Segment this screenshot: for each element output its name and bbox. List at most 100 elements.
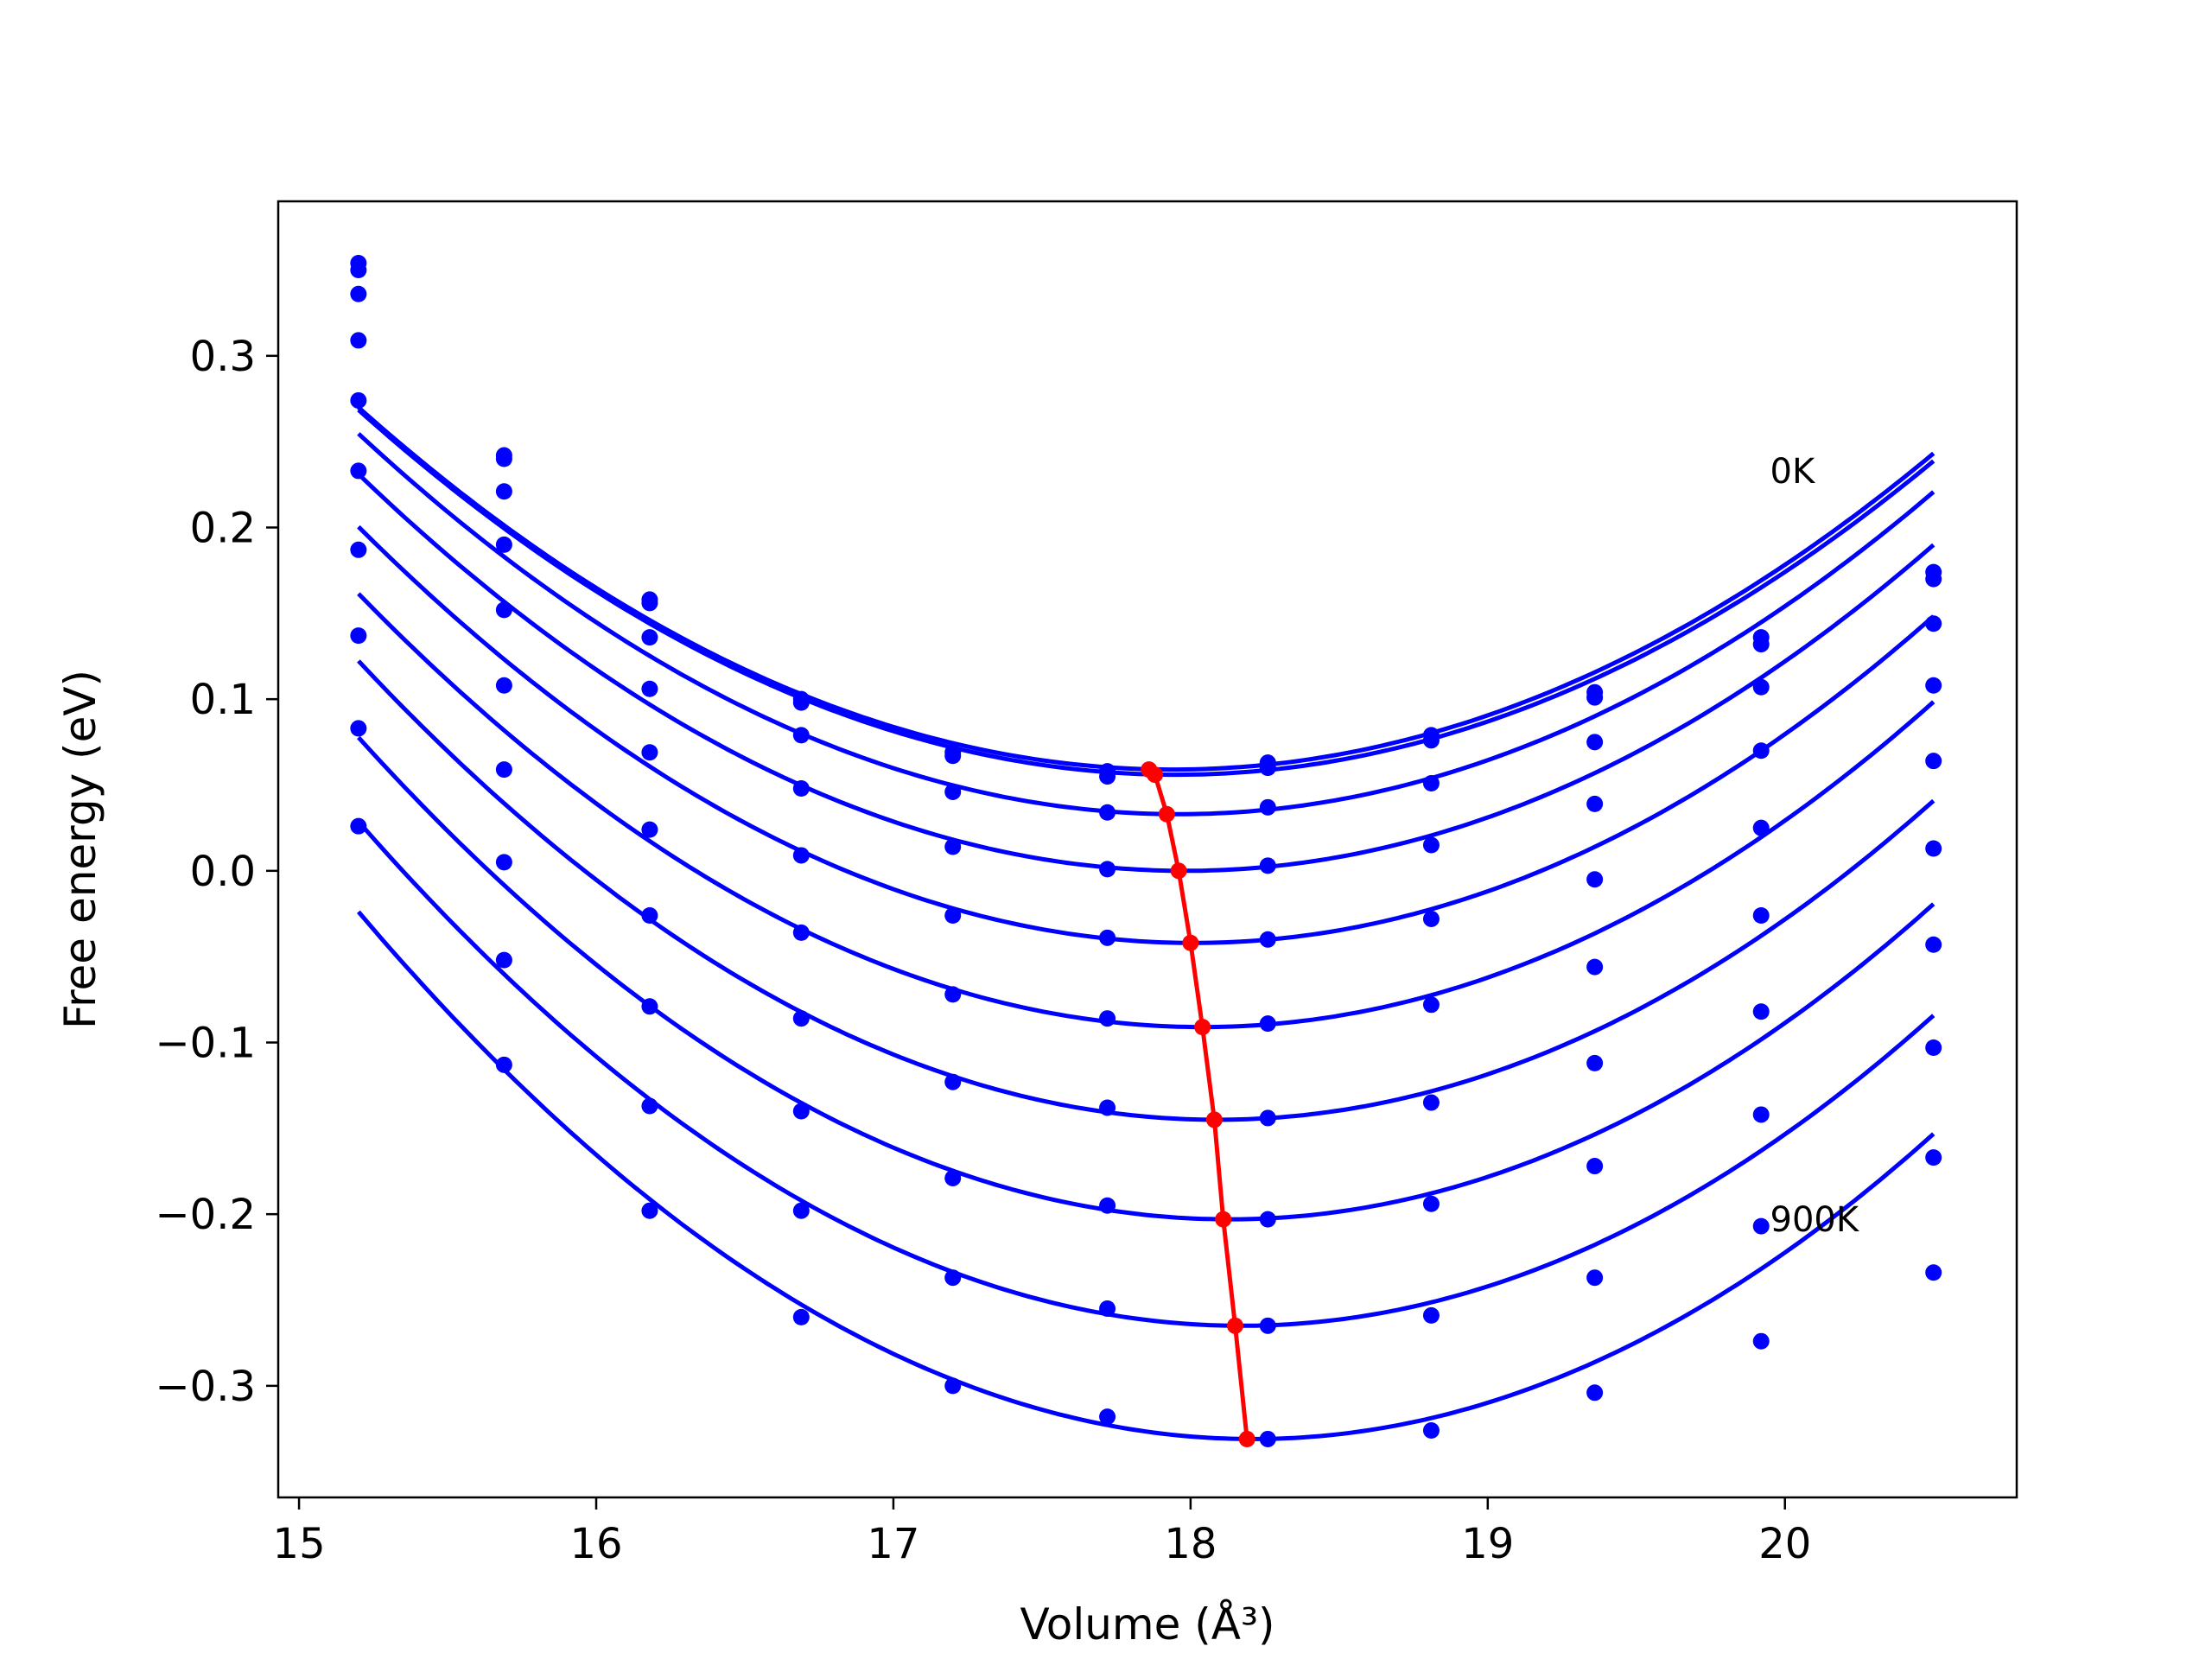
data-point [1259,1015,1276,1033]
data-point [350,332,367,349]
data-point [1422,775,1440,792]
data-point [1099,1300,1116,1317]
data-point [1752,742,1770,760]
data-point [1925,840,1942,857]
data-point [1925,1149,1942,1166]
data-point [350,817,367,835]
data-point [1099,929,1116,946]
data-point [792,1103,810,1120]
data-point [495,483,512,500]
data-point [1586,689,1604,706]
minimum-path-line [1147,767,1249,1440]
data-point [1752,1003,1770,1020]
data-point [641,629,658,646]
data-point [1422,910,1440,927]
data-points [350,255,1942,1447]
data-point [641,680,658,697]
data-point [350,285,367,302]
data-point [495,450,512,467]
minimum-point [1226,1317,1243,1334]
data-point [944,1377,962,1395]
data-point [1586,1269,1604,1287]
minimum-point [1158,805,1175,823]
data-point [1259,760,1276,777]
data-point [495,677,512,694]
data-point [1586,1158,1604,1175]
data-point [1259,1211,1276,1228]
fit-curves [356,405,1936,1441]
fit-curve-8 [357,820,1936,1328]
data-point [792,779,810,797]
data-point [944,783,962,800]
fit-curve-6 [357,659,1936,1122]
fit-curve-5 [357,592,1936,1030]
minimum-point [1147,766,1164,784]
plot-frame [276,200,2018,1499]
data-point [1422,1094,1440,1111]
y-tick-label: 0.3 [190,333,256,381]
data-point [792,727,810,744]
minimum-point [1182,934,1199,951]
data-point [1259,857,1276,874]
data-point [1422,1195,1440,1212]
data-point [641,744,658,761]
data-point [944,747,962,765]
data-point [1925,1039,1942,1056]
data-point [1586,795,1604,812]
x-tick-label: 19 [1461,1520,1514,1568]
data-point [1586,871,1604,888]
data-point [944,1073,962,1090]
data-point [350,261,367,278]
temperature-annotation: 0K [1770,452,1816,492]
data-point [350,391,367,409]
data-point [641,906,658,924]
y-tick-label: 0.2 [190,504,256,552]
data-point [944,1269,962,1287]
data-point [944,986,962,1003]
data-point [495,536,512,553]
data-point [1422,996,1440,1014]
minimum-point [1170,862,1187,880]
data-point [641,998,658,1015]
data-point [792,1010,810,1027]
data-point [1586,1384,1604,1402]
data-point [1925,615,1942,632]
x-tick-label: 17 [867,1520,919,1568]
data-point [1099,804,1116,821]
data-point [641,594,658,612]
data-point [1259,798,1276,816]
data-point [350,541,367,558]
fit-curve-2 [357,432,1936,817]
data-point [1099,1099,1116,1116]
minimum-path [1141,761,1255,1447]
x-axis: 15 16 17 18 19 20 [273,1497,1811,1568]
data-point [350,627,367,645]
data-point [1925,570,1942,588]
data-point [792,924,810,941]
data-point [1752,1332,1770,1350]
data-point [495,854,512,871]
data-point [1259,1317,1276,1334]
data-point [792,1202,810,1219]
temperature-annotation: 900K [1770,1200,1860,1240]
data-point [1586,734,1604,751]
fit-curve-7 [357,735,1936,1222]
data-point [944,906,962,924]
annotations: 0K 900K [1770,452,1860,1240]
y-axis: −0.3 −0.2 −0.1 0.0 0.1 0.2 0.3 [155,333,278,1411]
data-point [1422,1306,1440,1324]
data-point [495,951,512,969]
data-point [1925,936,1942,953]
data-point [1586,1054,1604,1071]
data-point [1925,1264,1942,1281]
data-point [1422,732,1440,749]
data-point [1259,1109,1276,1127]
data-point [1259,1430,1276,1447]
fit-curve-3 [357,472,1936,874]
data-point [350,720,367,737]
data-point [1752,819,1770,836]
minimum-point [1215,1211,1232,1228]
data-point [1752,906,1770,924]
y-tick-label: 0.1 [190,676,256,724]
